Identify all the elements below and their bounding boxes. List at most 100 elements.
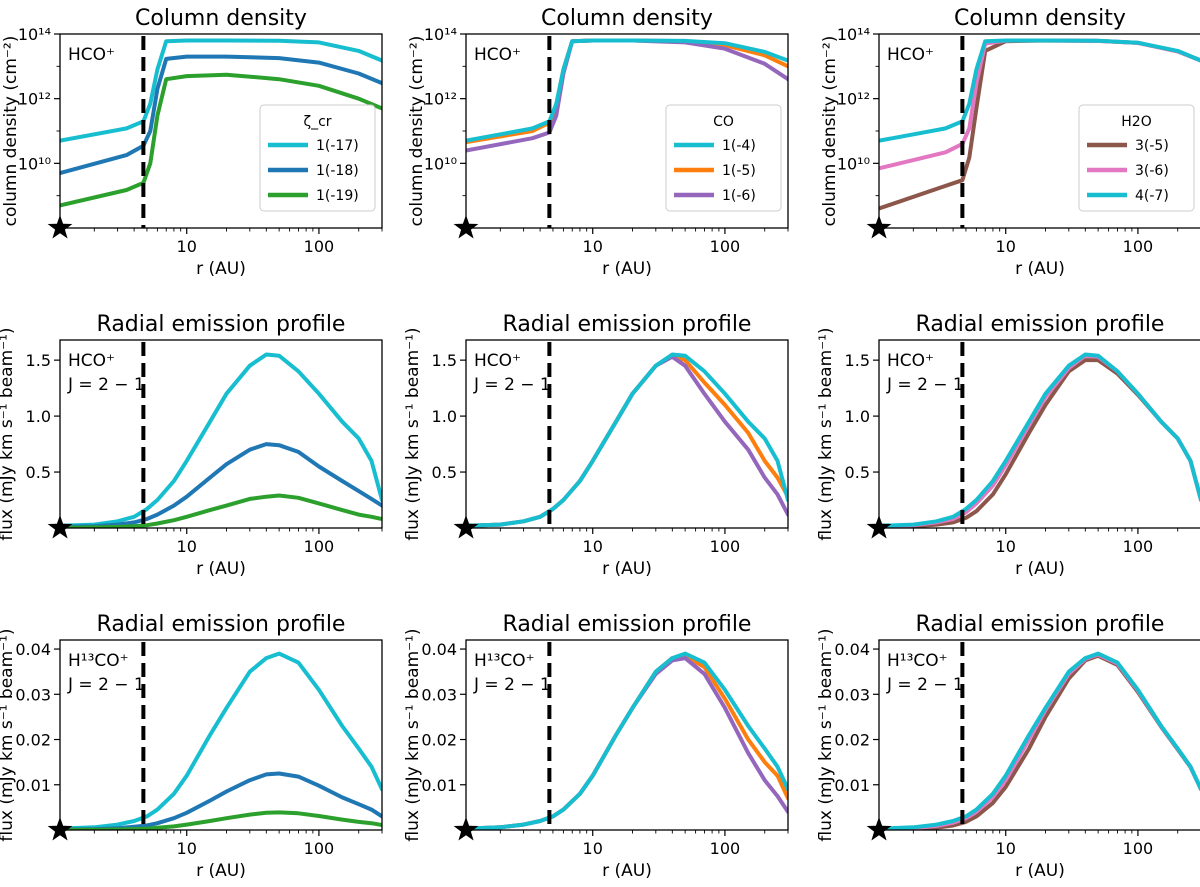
x-axis-label: r (AU) [1015,559,1065,579]
x-tick-label: 100 [710,537,741,556]
axes-frame [878,339,1200,529]
series-group [466,352,788,528]
series-group [60,651,382,830]
species-label: HCO⁺ [474,45,521,65]
x-tick-label: 100 [304,237,335,256]
subplot-title: Column density [541,6,713,31]
axes-frame [59,339,383,529]
legend: CO 1(-4) 1(-5) 1(-6) [665,104,782,212]
series-line-1(-19) [60,493,382,528]
series-line-1(-19) [60,810,382,830]
species-label: HCO⁺ [68,351,115,371]
subplot-title: Radial emission profile [503,612,752,637]
subplot-title: Radial emission profile [97,612,346,637]
y-axis-label: column density (cm⁻²) [1,36,21,227]
y-tick-label: 0.03 [421,685,457,704]
y-tick-label: 0.5 [26,463,51,482]
series-group [60,352,382,528]
subplot-title: Radial emission profile [916,612,1165,637]
y-tick-label: 10¹⁴ [18,25,51,44]
legend-title: H2O [1121,114,1151,130]
series-line-1(-19) [60,72,382,208]
x-tick-label: 10 [177,237,197,256]
species-label: HCO⁺ [68,45,115,65]
legend-label: 1(-17) [316,138,359,154]
legend-label: 1(-6) [722,188,756,204]
x-tick-label: 10 [996,537,1016,556]
axes-frame [878,639,1200,831]
y-tick-label: 0.5 [845,463,870,482]
y-axis-label: flux (mJy km s⁻¹ beam⁻¹) [816,327,836,540]
axes-frame [465,639,789,831]
y-tick-label: 10¹⁰ [18,154,51,173]
series-group [879,651,1200,830]
y-tick-label: 0.01 [421,776,457,795]
axes-frame [59,639,383,831]
legend-title: ζ_cr [303,114,331,130]
subplot-r1c2: Radial emission profile 10 100 0.5 1.0 1.5 r (… [816,312,1200,579]
y-axis-label: column density (cm⁻²) [407,36,427,227]
y-tick-label: 1.0 [432,407,457,426]
y-axis-label: column density (cm⁻²) [820,36,840,227]
series-line-1(-17) [60,651,382,830]
legend-label: 3(-5) [1135,138,1169,154]
series-line-4(-7) [879,352,1200,528]
x-tick-label: 10 [177,839,197,858]
legend-box [1078,104,1195,212]
subplot-r1c0: Radial emission profile 10 100 0.5 1.0 1.5 r (… [0,312,383,579]
y-tick-label: 0.02 [15,731,51,750]
x-axis-label: r (AU) [1015,259,1065,279]
y-tick-label: 1.0 [26,407,51,426]
y-tick-label: 10¹² [424,90,457,109]
x-tick-label: 10 [177,537,197,556]
y-tick-label: 0.02 [834,731,870,750]
series-group [466,38,788,153]
species-label: H¹³CO⁺ [474,651,535,671]
subplot-r2c0: Radial emission profile 10 100 0.01 0.02 0.03… [0,612,383,881]
legend: ζ_cr 1(-17) 1(-18) 1(-19) [259,104,376,212]
series-line-1(-17) [60,352,382,528]
x-tick-label: 10 [583,237,603,256]
subplot-title: Radial emission profile [503,312,752,337]
series-line-1(-18) [60,771,382,830]
series-line-4(-7) [879,651,1200,830]
y-axis-label: flux (mJy km s⁻¹ beam⁻¹) [816,628,836,841]
subplot-title: Radial emission profile [916,312,1165,337]
series-line-1(-18) [60,442,382,528]
legend-label: 3(-6) [1135,163,1169,179]
series-group [466,651,788,830]
y-tick-label: 0.03 [834,685,870,704]
legend-label: 1(-5) [722,163,756,179]
axes-frame [465,33,789,229]
y-axis-label: flux (mJy km s⁻¹ beam⁻¹) [0,327,17,540]
x-tick-label: 100 [1123,237,1154,256]
axes-frame [465,339,789,529]
y-tick-label: 1.5 [26,351,51,370]
series-line-1(-4) [466,651,788,830]
legend-box [665,104,782,212]
species-label: HCO⁺ [887,351,934,371]
legend-label: 1(-18) [316,163,359,179]
axes-frame [878,33,1200,229]
transition-label: J = 2 − 1 [886,375,964,395]
axes-frame [59,33,383,229]
legend-label: 1(-19) [316,188,359,204]
x-tick-label: 10 [996,237,1016,256]
x-axis-label: r (AU) [1015,861,1065,881]
transition-label: J = 2 − 1 [473,675,551,695]
x-axis-label: r (AU) [196,861,246,881]
x-tick-label: 100 [1123,537,1154,556]
series-group [60,38,382,208]
y-tick-label: 10¹⁰ [837,154,870,173]
subplot-title: Radial emission profile [97,312,346,337]
series-line-1(-17) [60,38,382,143]
subplot-r2c1: Radial emission profile 10 100 0.01 0.02 0.03… [403,612,789,881]
y-tick-label: 0.04 [15,640,51,659]
subplot-r1c1: Radial emission profile 10 100 0.5 1.0 1.5 r (… [403,312,789,579]
y-tick-label: 1.5 [432,351,457,370]
y-tick-label: 0.01 [834,776,870,795]
y-tick-label: 10¹⁴ [424,25,457,44]
legend-box [259,104,376,212]
series-line-4(-7) [879,38,1200,143]
